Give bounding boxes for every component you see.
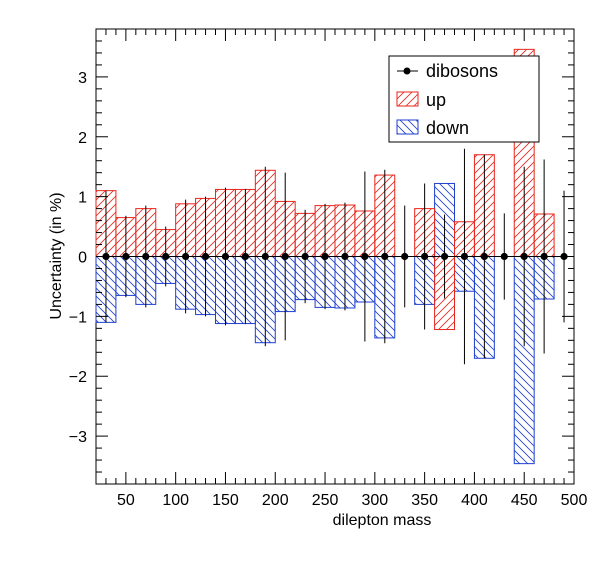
x-axis-title: dilepton mass: [333, 512, 432, 529]
dibosons-point: [162, 252, 170, 261]
legend-down-swatch: [396, 119, 419, 135]
legend-up-swatch: [396, 91, 419, 107]
dibosons-point: [321, 252, 329, 261]
dibosons-point: [221, 252, 230, 261]
x-tick-label: 50: [117, 492, 135, 509]
dibosons-point: [361, 252, 369, 261]
up-series: [95, 48, 555, 331]
dibosons-point: [440, 252, 449, 261]
legend-up-label: up: [426, 90, 446, 110]
x-tick-label: 450: [511, 492, 538, 509]
dibosons-point: [122, 252, 130, 261]
dibosons-point: [241, 252, 249, 261]
x-tick-label: 500: [561, 492, 588, 509]
legend-down-label: down: [426, 118, 469, 138]
dibosons-point: [381, 252, 389, 261]
dibosons-point: [301, 252, 309, 261]
y-axis: −3 −2 −1 0 1 2 3: [69, 28, 574, 485]
dibosons-point: [142, 252, 150, 261]
dibosons-point: [421, 252, 429, 261]
dibosons-point: [401, 252, 409, 261]
y-tick-label: 0: [78, 250, 87, 267]
dibosons-point: [182, 252, 190, 261]
dibosons-point: [201, 252, 210, 261]
dibosons-point: [480, 252, 488, 261]
dibosons-point: [460, 252, 469, 261]
x-tick-label: 400: [461, 492, 488, 509]
dibosons-point: [261, 252, 269, 261]
x-tick-label: 150: [212, 492, 239, 509]
x-tick-label: 200: [262, 492, 289, 509]
x-tick-label: 350: [411, 492, 438, 509]
y-tick-label: 2: [78, 130, 87, 147]
x-tick-label: 250: [312, 492, 339, 509]
dibosons-point: [520, 252, 528, 261]
y-tick-label: −1: [69, 309, 87, 326]
dibosons-point: [281, 252, 289, 261]
dibosons-points: [102, 252, 568, 261]
y-tick-label: −2: [69, 369, 87, 386]
legend-dibosons-label: dibosons: [426, 61, 498, 81]
dibosons-point: [500, 252, 508, 261]
y-axis-title: Uncertainty (in %): [48, 192, 65, 319]
y-tick-label: 3: [78, 70, 87, 87]
legend: dibosons up down: [388, 55, 540, 143]
y-tick-label: −3: [69, 429, 87, 446]
y-tick-label: 1: [78, 190, 87, 207]
x-tick-label: 300: [361, 492, 388, 509]
x-tick-label: 100: [162, 492, 189, 509]
down-series: [95, 182, 555, 465]
x-axis: 50 100 150 200 250 300 350 400 450 500: [95, 29, 588, 509]
dibosons-point: [540, 252, 548, 261]
legend-dibosons-marker: [403, 67, 411, 75]
dibosons-point: [341, 252, 349, 261]
